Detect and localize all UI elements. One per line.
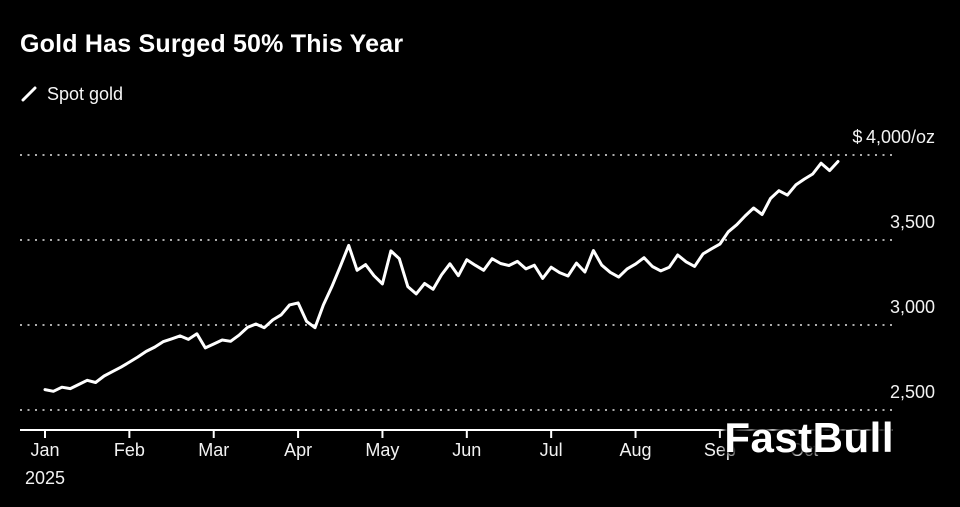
spot-gold-line: [43, 160, 840, 393]
legend-label: Spot gold: [47, 84, 124, 104]
x-tick-label-aug: Aug: [619, 440, 652, 460]
x-tick-label-sep: Sep: [703, 440, 736, 460]
x-axis-year-label: 2025: [24, 468, 66, 488]
y-tick-label-2500: 2,500: [889, 382, 935, 402]
x-tick-label-jun: Jun: [452, 440, 482, 460]
x-tick-label-mar: Mar: [198, 440, 230, 460]
x-tick-label-jan: Jan: [30, 440, 60, 460]
x-axis-tick-marks: [44, 430, 806, 438]
x-tick-label-jul: Jul: [539, 440, 563, 460]
legend: Spot gold: [21, 84, 123, 105]
fastbull-watermark: FastBull: [724, 414, 894, 461]
x-tick-label-oct: Oct: [790, 440, 819, 460]
gridlines: [20, 154, 893, 411]
x-tick-label-feb: Feb: [113, 440, 145, 460]
line-swatch-icon: [21, 86, 38, 103]
y-tick-label-4000: $ 4,000/oz: [852, 127, 935, 147]
y-tick-label-3000: 3,000: [889, 297, 935, 317]
y-tick-label-3500: 3,500: [889, 212, 935, 232]
x-tick-label-may: May: [365, 440, 400, 460]
x-tick-label-apr: Apr: [284, 440, 313, 460]
chart-title: Gold Has Surged 50% This Year: [20, 30, 404, 58]
